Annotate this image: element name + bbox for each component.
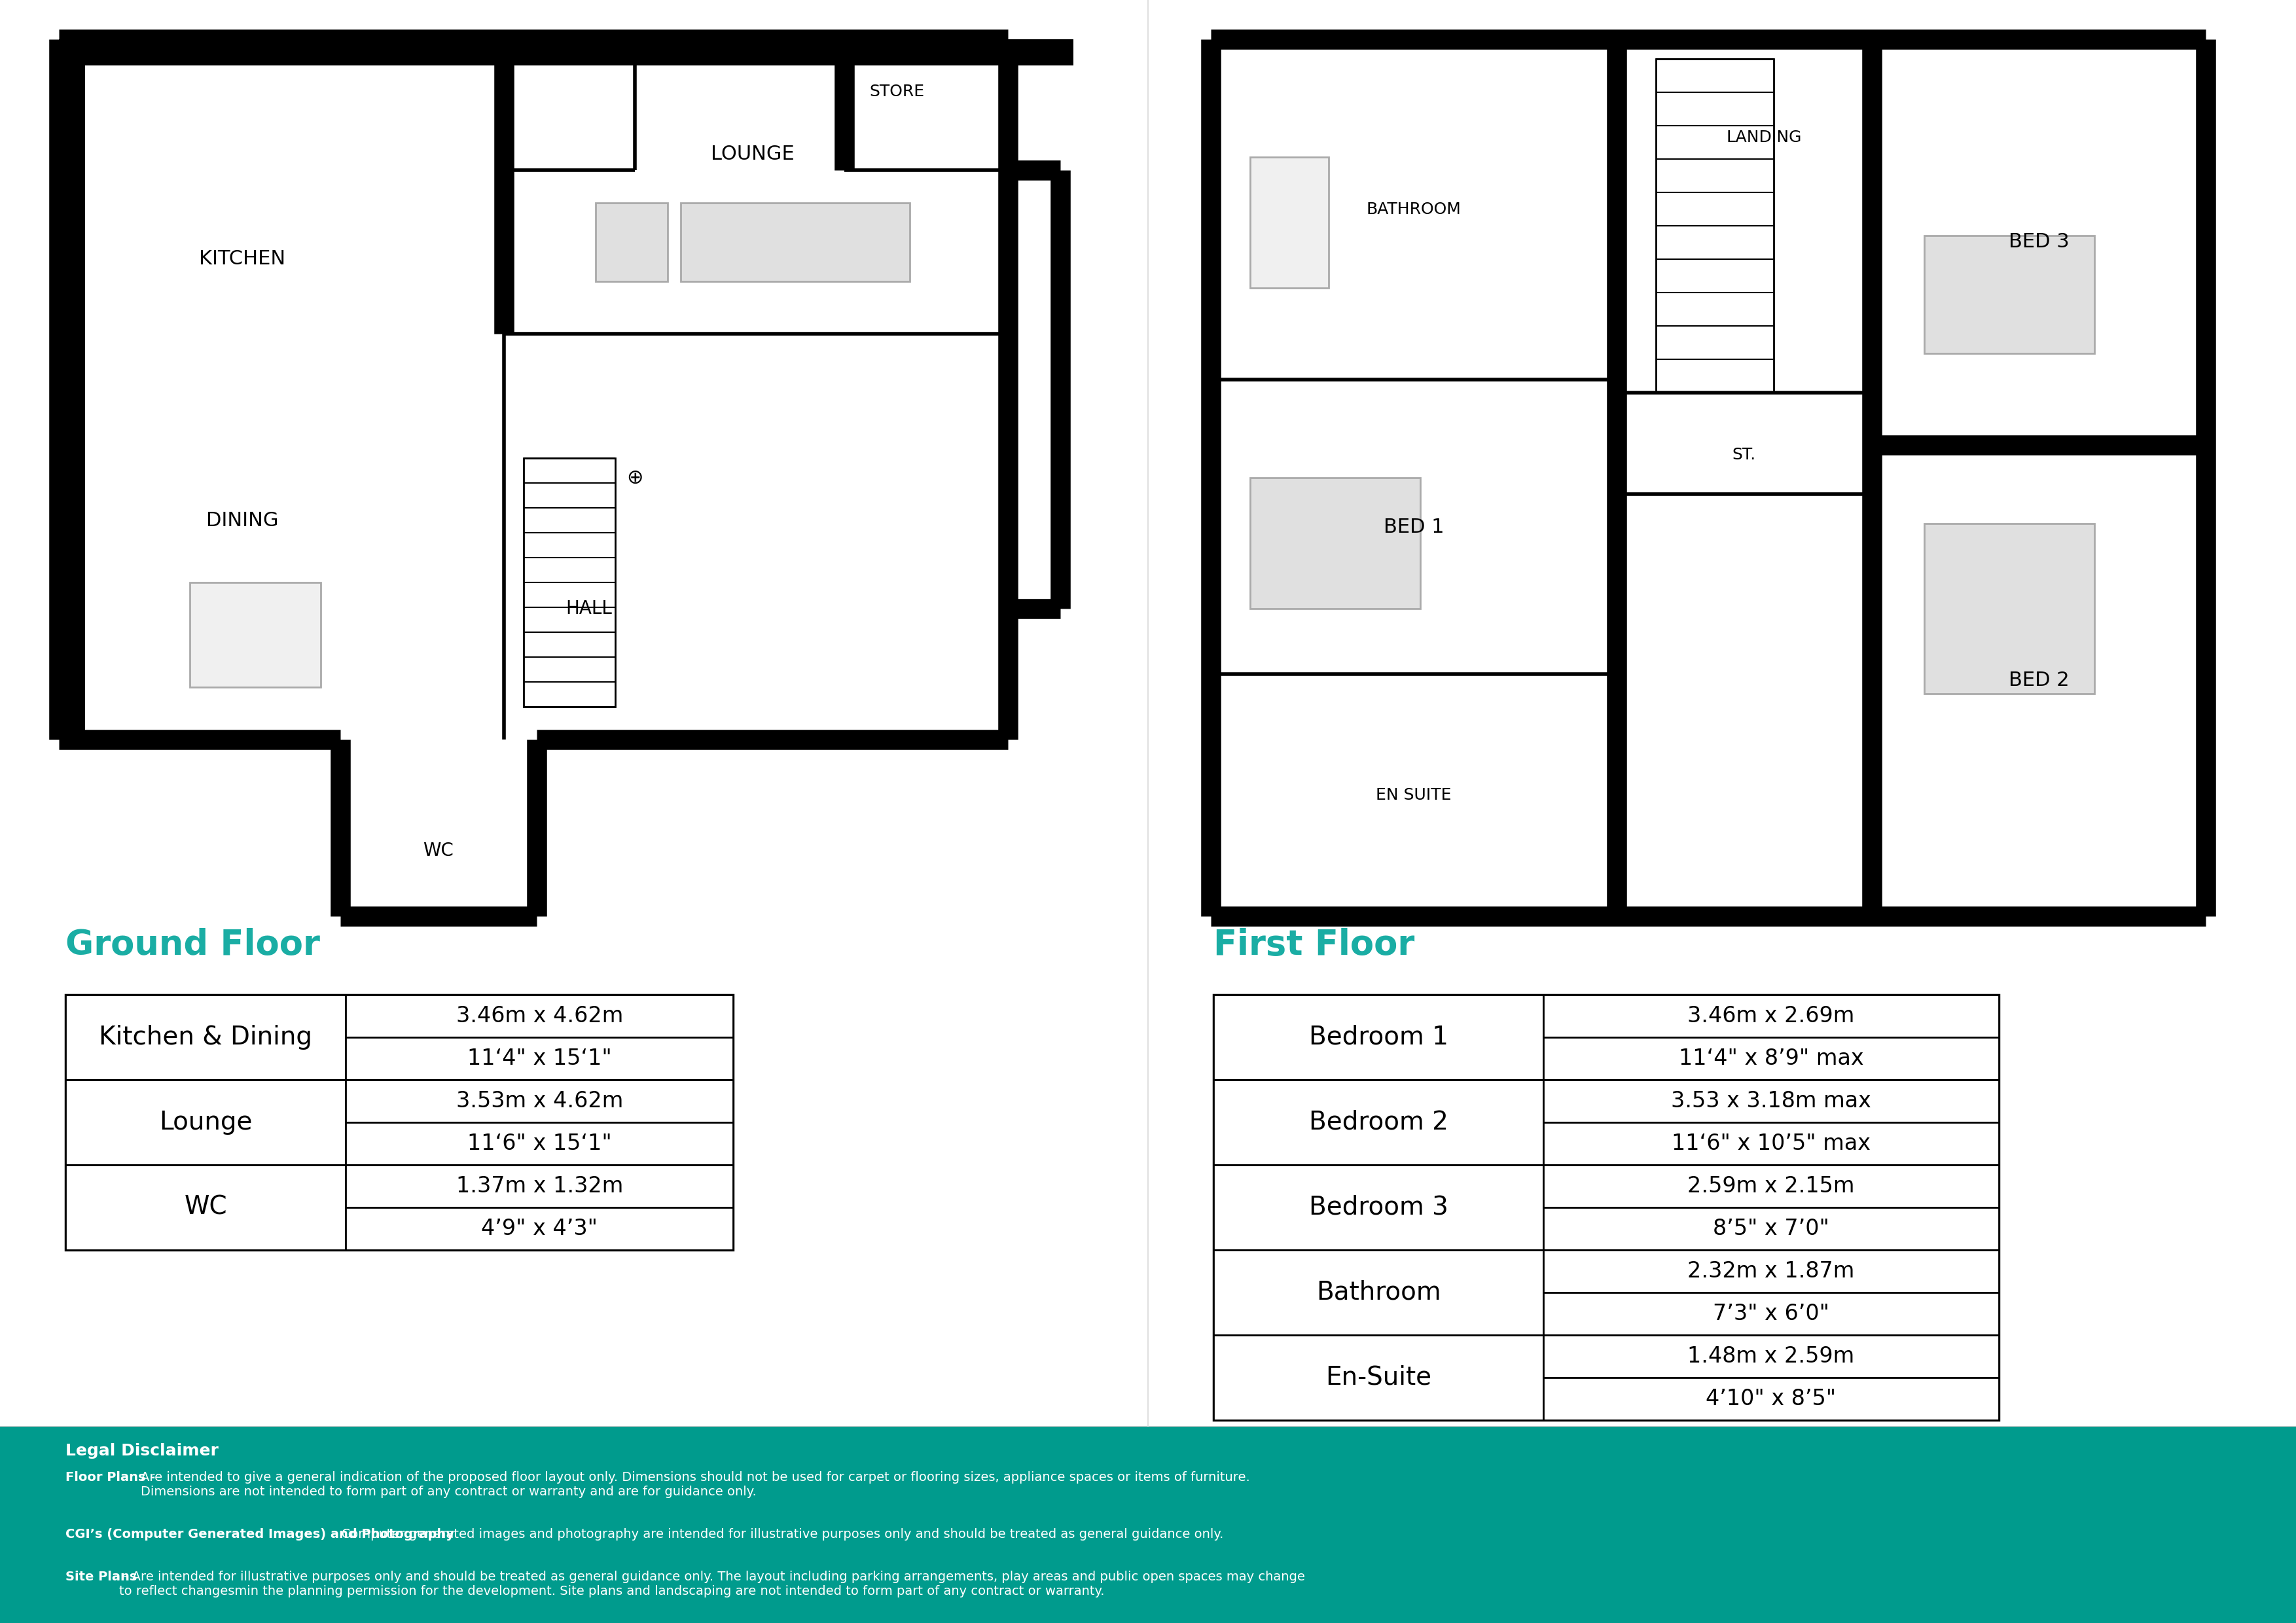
Bar — [1543, 1079, 2000, 1123]
Text: Bedroom 2: Bedroom 2 — [1309, 1110, 1449, 1134]
Text: 1.37m x 1.32m: 1.37m x 1.32m — [457, 1175, 622, 1198]
Bar — [1543, 1165, 2000, 1208]
Text: 11‘6" x 10’5" max: 11‘6" x 10’5" max — [1671, 1133, 1871, 1154]
Bar — [1215, 1250, 1543, 1336]
Bar — [1543, 1037, 2000, 1079]
Text: LOUNGE: LOUNGE — [712, 144, 794, 164]
Bar — [1924, 235, 2094, 354]
Text: 11‘6" x 15‘1": 11‘6" x 15‘1" — [466, 1133, 611, 1154]
Bar — [1215, 1079, 1543, 1165]
Text: Site Plans: Site Plans — [67, 1571, 138, 1582]
Text: WC: WC — [184, 1195, 227, 1220]
Text: BED 2: BED 2 — [2009, 672, 2069, 690]
Bar — [1543, 1378, 2000, 1420]
Text: Bathroom: Bathroom — [1316, 1281, 1442, 1305]
Text: ⊕: ⊕ — [627, 469, 643, 487]
Text: STORE: STORE — [870, 84, 925, 99]
Bar — [67, 995, 347, 1079]
Bar — [347, 995, 732, 1037]
Text: 1.48m x 2.59m: 1.48m x 2.59m — [1688, 1345, 1855, 1367]
Bar — [1655, 58, 1775, 393]
Text: 7’3" x 6’0": 7’3" x 6’0" — [1713, 1303, 1830, 1324]
Bar — [347, 1123, 732, 1165]
Text: KITCHEN: KITCHEN — [200, 248, 285, 268]
Bar — [191, 583, 321, 687]
Text: - Are intended for illustrative purposes only and should be treated as general g: - Are intended for illustrative purposes… — [119, 1571, 1304, 1597]
Bar — [60, 39, 1075, 65]
Bar — [1215, 1165, 1543, 1250]
Bar — [1543, 1336, 2000, 1378]
Bar — [60, 39, 85, 740]
Bar — [347, 1165, 732, 1208]
Text: LANDING: LANDING — [1727, 130, 1802, 146]
Bar — [347, 1037, 732, 1079]
Text: 3.46m x 2.69m: 3.46m x 2.69m — [1688, 1005, 1855, 1027]
Bar — [1543, 1208, 2000, 1250]
Text: DINING: DINING — [207, 511, 278, 529]
Text: 2.59m x 2.15m: 2.59m x 2.15m — [1688, 1175, 1855, 1198]
Text: HALL: HALL — [565, 599, 613, 618]
Text: ST.: ST. — [1733, 446, 1756, 463]
Text: 2.32m x 1.87m: 2.32m x 1.87m — [1688, 1261, 1855, 1282]
Bar — [1543, 1250, 2000, 1292]
Text: Are intended to give a general indication of the proposed floor layout only. Dim: Are intended to give a general indicatio… — [140, 1470, 1249, 1498]
Text: 11‘4" x 15‘1": 11‘4" x 15‘1" — [466, 1048, 611, 1070]
Text: Bedroom 1: Bedroom 1 — [1309, 1024, 1449, 1050]
Text: Ground Floor: Ground Floor — [67, 928, 319, 962]
Text: En-Suite: En-Suite — [1325, 1365, 1430, 1389]
Bar — [1215, 995, 1543, 1079]
Text: 4’9" x 4’3": 4’9" x 4’3" — [482, 1217, 597, 1240]
Text: 8’5" x 7’0": 8’5" x 7’0" — [1713, 1217, 1830, 1240]
Text: Kitchen & Dining: Kitchen & Dining — [99, 1024, 312, 1050]
Bar — [523, 458, 615, 706]
Bar — [1215, 995, 2000, 1420]
Text: First Floor: First Floor — [1215, 928, 1414, 962]
Text: BED 3: BED 3 — [2009, 232, 2069, 252]
Text: BED 1: BED 1 — [1384, 518, 1444, 536]
Text: CGI’s (Computer Generated Images) and Photography: CGI’s (Computer Generated Images) and Ph… — [67, 1529, 455, 1540]
Bar — [67, 1079, 347, 1165]
Bar — [1543, 995, 2000, 1037]
Text: 11‘4" x 8’9" max: 11‘4" x 8’9" max — [1678, 1048, 1864, 1070]
Text: 3.46m x 4.62m: 3.46m x 4.62m — [457, 1005, 622, 1027]
Text: Floor Plans -: Floor Plans - — [67, 1470, 161, 1483]
Text: Bedroom 3: Bedroom 3 — [1309, 1195, 1449, 1220]
Bar — [1924, 524, 2094, 693]
Text: 3.53 x 3.18m max: 3.53 x 3.18m max — [1671, 1091, 1871, 1112]
Bar — [1249, 157, 1329, 287]
Text: BATHROOM: BATHROOM — [1366, 201, 1460, 217]
Bar — [1249, 477, 1421, 609]
Text: 3.53m x 4.62m: 3.53m x 4.62m — [457, 1091, 622, 1112]
Bar — [67, 995, 732, 1250]
Bar — [1543, 1292, 2000, 1336]
Bar — [1215, 1336, 1543, 1420]
Bar — [595, 203, 668, 281]
Text: - Computer generated images and photography are intended for illustrative purpos: - Computer generated images and photogra… — [328, 1529, 1224, 1540]
Bar — [347, 1208, 732, 1250]
Bar — [347, 1079, 732, 1123]
Text: WC: WC — [422, 842, 455, 860]
Text: Legal Disclaimer: Legal Disclaimer — [67, 1443, 218, 1459]
Text: Lounge: Lounge — [158, 1110, 253, 1134]
Text: 4’10" x 8’5": 4’10" x 8’5" — [1706, 1388, 1837, 1410]
Bar — [0, 1427, 2296, 1623]
Bar — [680, 203, 909, 281]
Text: EN SUITE: EN SUITE — [1375, 787, 1451, 803]
Bar — [67, 1165, 347, 1250]
Bar — [1543, 1123, 2000, 1165]
